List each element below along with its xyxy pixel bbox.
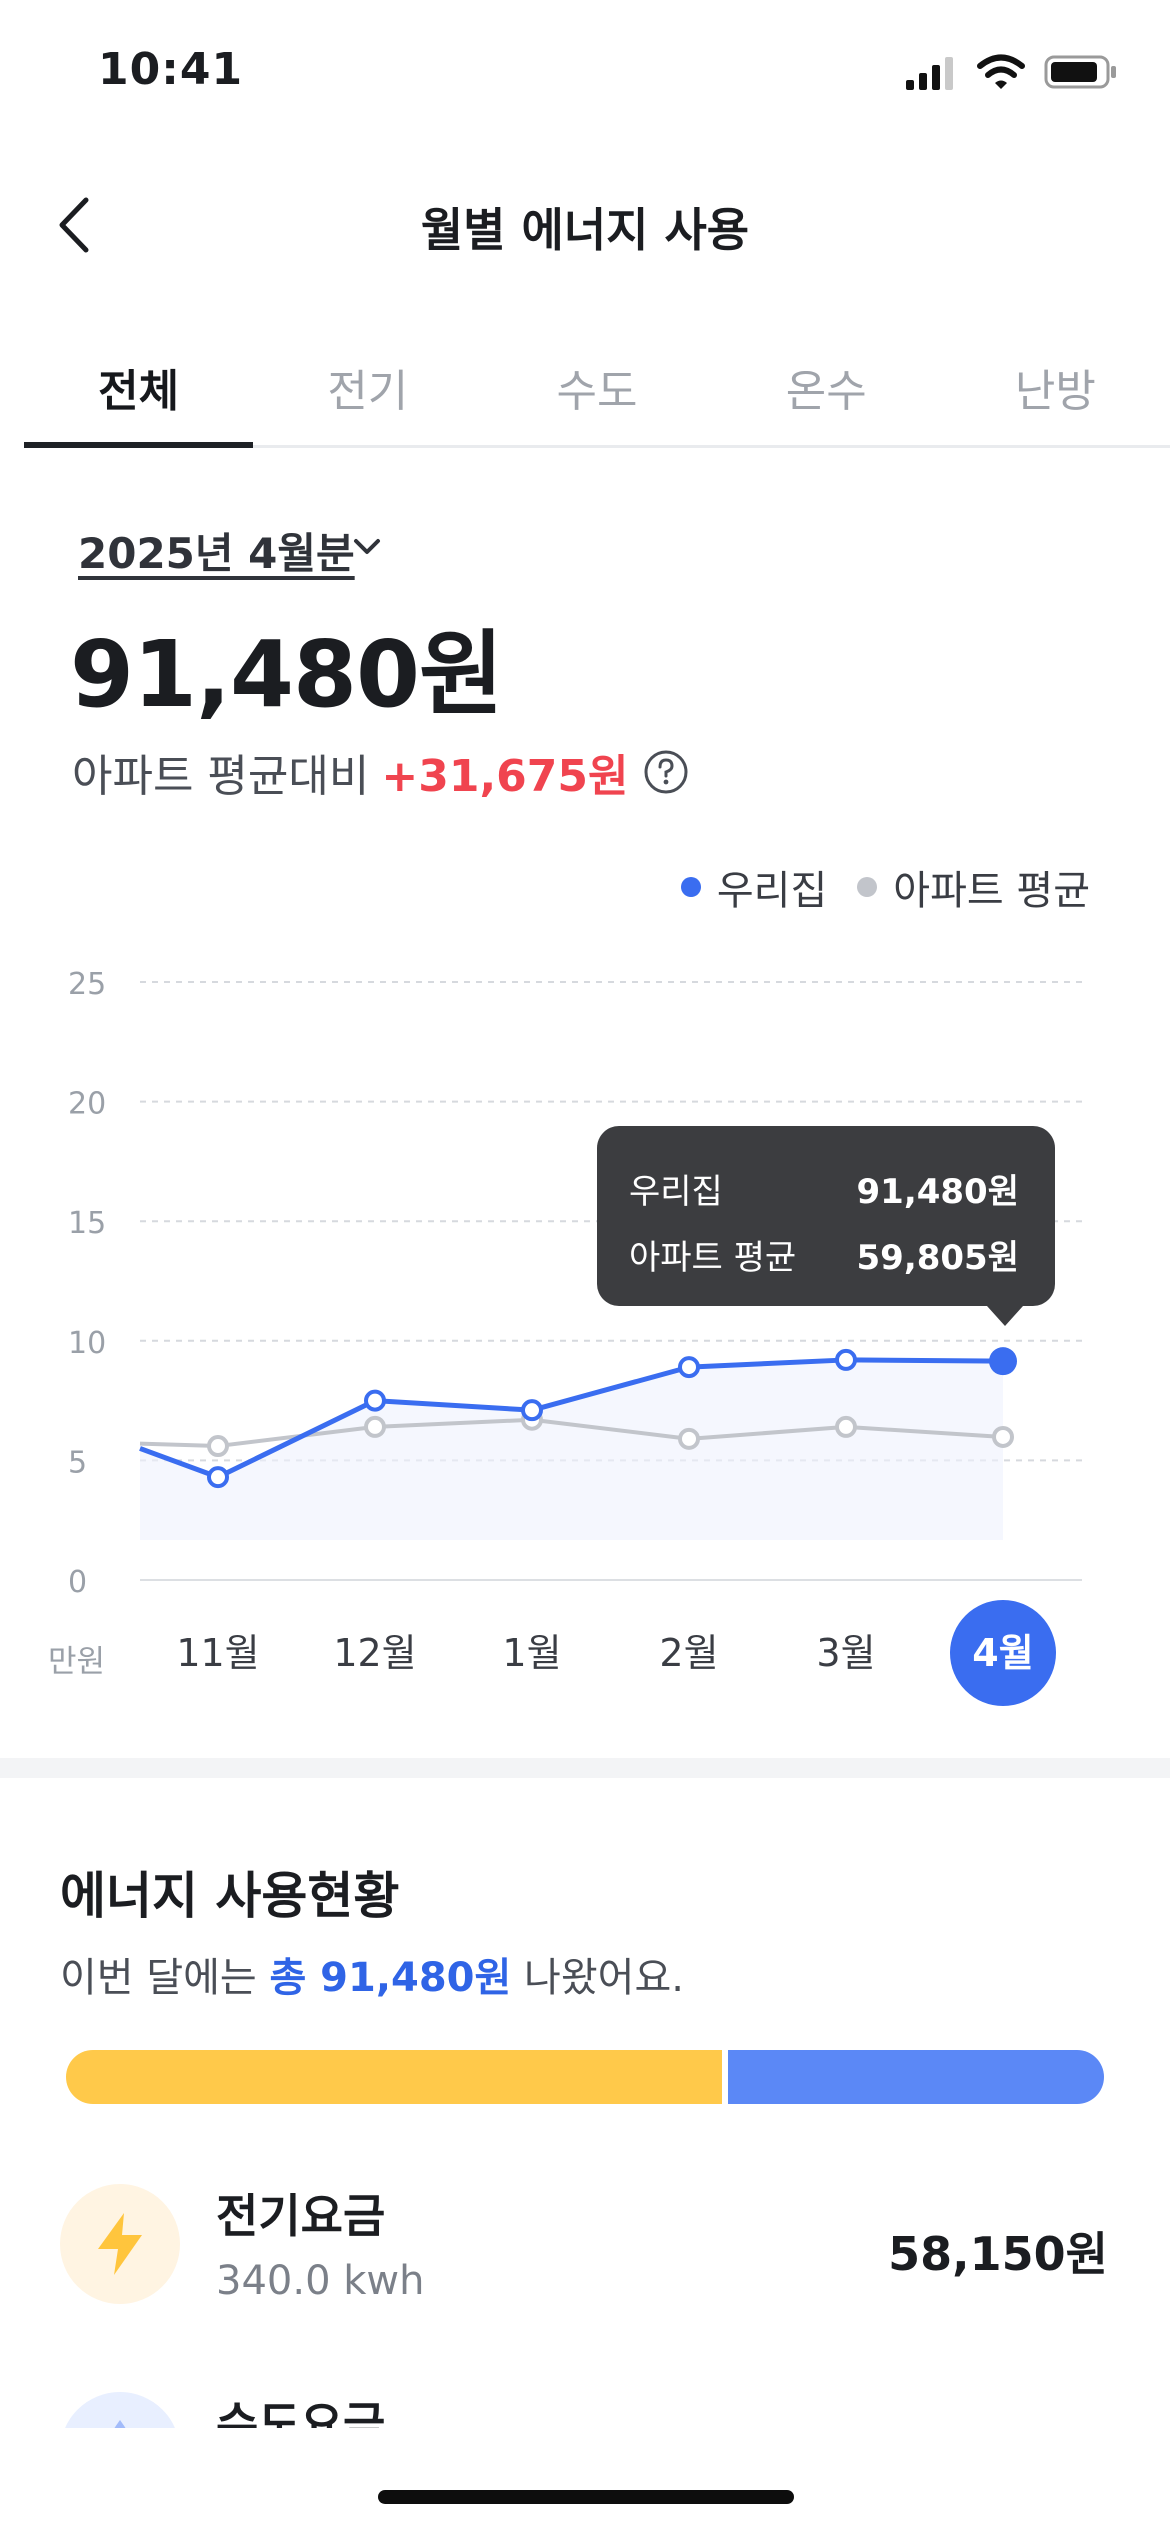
- comparison-label: 아파트 평균대비: [72, 751, 370, 802]
- y-tick-label: 5: [68, 1445, 87, 1480]
- y-tick-label: 20: [68, 1087, 106, 1122]
- data-point-avg: [364, 1415, 386, 1438]
- x-month-label[interactable]: 4월: [950, 1600, 1056, 1706]
- subtitle-suffix: 나왔어요.: [511, 1955, 684, 2001]
- bar-segment-water: [728, 2050, 1104, 2104]
- status-time: 10:41: [98, 44, 244, 95]
- section-divider: [0, 1758, 1170, 1778]
- chevron-down-icon[interactable]: [350, 530, 384, 564]
- home-indicator: [378, 2490, 794, 2504]
- tooltip-row-avg: 아파트 평균 59,805원: [629, 1230, 1019, 1279]
- bottom-safe-area: [0, 2428, 1170, 2532]
- x-month-label[interactable]: 3월: [816, 1631, 876, 1675]
- y-tick-label: 10: [68, 1326, 106, 1361]
- battery-icon: [1044, 55, 1116, 89]
- x-month-label[interactable]: 2월: [659, 1631, 719, 1675]
- data-point-ours: [835, 1348, 857, 1371]
- tooltip-avg-value: 59,805원: [856, 1238, 1019, 1278]
- data-point-avg: [835, 1415, 857, 1438]
- legend-avg-dot: [857, 877, 878, 897]
- section-title: 에너지 사용현황: [60, 1867, 400, 1925]
- lightning-icon: [98, 2213, 142, 2275]
- comparison-diff: +31,675원: [381, 751, 629, 802]
- x-month-label[interactable]: 11월: [176, 1631, 260, 1675]
- x-month-label[interactable]: 12월: [333, 1631, 417, 1675]
- area-fill: [140, 1359, 1003, 1540]
- data-point-ours: [207, 1466, 229, 1489]
- tooltip-ours-label: 우리집: [629, 1172, 723, 1212]
- legend-ours-label: 우리집: [716, 868, 828, 914]
- legend-avg: 아파트 평균: [857, 858, 1090, 916]
- legend-ours-dot: [680, 877, 701, 897]
- signal-icon: [906, 57, 953, 90]
- page-title: 월별 에너지 사용: [420, 203, 750, 257]
- y-tick-label: 0: [68, 1565, 87, 1600]
- wifi-icon: [977, 54, 1025, 89]
- legend-ours: 우리집: [680, 858, 828, 916]
- y-tick-label: 15: [68, 1206, 106, 1241]
- data-point-avg: [678, 1427, 700, 1450]
- tab-all[interactable]: 전체: [24, 345, 254, 448]
- data-point-avg: [992, 1425, 1014, 1448]
- tab-heating[interactable]: 난방: [1014, 366, 1096, 417]
- x-axis-labels: 11월 12월 1월 2월 3월 4월: [0, 1600, 1170, 1710]
- tab-hot-water[interactable]: 온수: [785, 366, 867, 417]
- usage-share-bar: [66, 2050, 1104, 2104]
- y-tick-label: 25: [68, 967, 106, 1002]
- data-point-ours: [364, 1389, 386, 1412]
- tooltip-avg-label: 아파트 평균: [629, 1238, 797, 1278]
- status-icons: [904, 52, 1118, 92]
- subtitle-total: 총 91,480원: [269, 1955, 512, 2001]
- help-icon[interactable]: [643, 749, 689, 795]
- electricity-row-amount: 58,150원: [888, 2227, 1108, 2281]
- electricity-row-name[interactable]: 전기요금: [216, 2189, 386, 2243]
- data-point-ours: [678, 1356, 700, 1379]
- legend-avg-label: 아파트 평균: [893, 868, 1090, 914]
- tab-water[interactable]: 수도: [556, 366, 638, 417]
- back-button[interactable]: [50, 190, 110, 260]
- chart-tooltip: 우리집 91,480원 아파트 평균 59,805원: [597, 1126, 1055, 1326]
- period-selector[interactable]: 2025년 4월분: [78, 529, 355, 578]
- tab-bar: 전체 전기 수도 온수 난방: [24, 345, 1170, 448]
- chart-legend: 우리집 아파트 평균: [680, 858, 1090, 916]
- tab-electricity[interactable]: 전기: [327, 366, 409, 417]
- section-subtitle: 이번 달에는 총 91,480원 나왔어요.: [60, 1945, 684, 2003]
- data-point-ours: [521, 1399, 543, 1422]
- average-comparison: 아파트 평균대비 +31,675원: [72, 740, 689, 804]
- electricity-row-icon: [60, 2184, 180, 2304]
- subtitle-prefix: 이번 달에는: [60, 1955, 270, 2001]
- total-amount: 91,480원: [70, 621, 504, 728]
- tooltip-row-ours: 우리집 91,480원: [629, 1164, 1019, 1213]
- y-unit-label: 만원: [48, 1644, 106, 1680]
- x-month-label[interactable]: 1월: [502, 1631, 562, 1675]
- electricity-row-usage: 340.0 kwh: [216, 2258, 425, 2304]
- chevron-left-icon: [59, 197, 89, 253]
- tooltip-ours-value: 91,480원: [856, 1172, 1019, 1212]
- data-point-avg: [207, 1435, 229, 1458]
- data-point-ours-selected: [989, 1347, 1017, 1376]
- bar-segment-electricity: [66, 2050, 723, 2104]
